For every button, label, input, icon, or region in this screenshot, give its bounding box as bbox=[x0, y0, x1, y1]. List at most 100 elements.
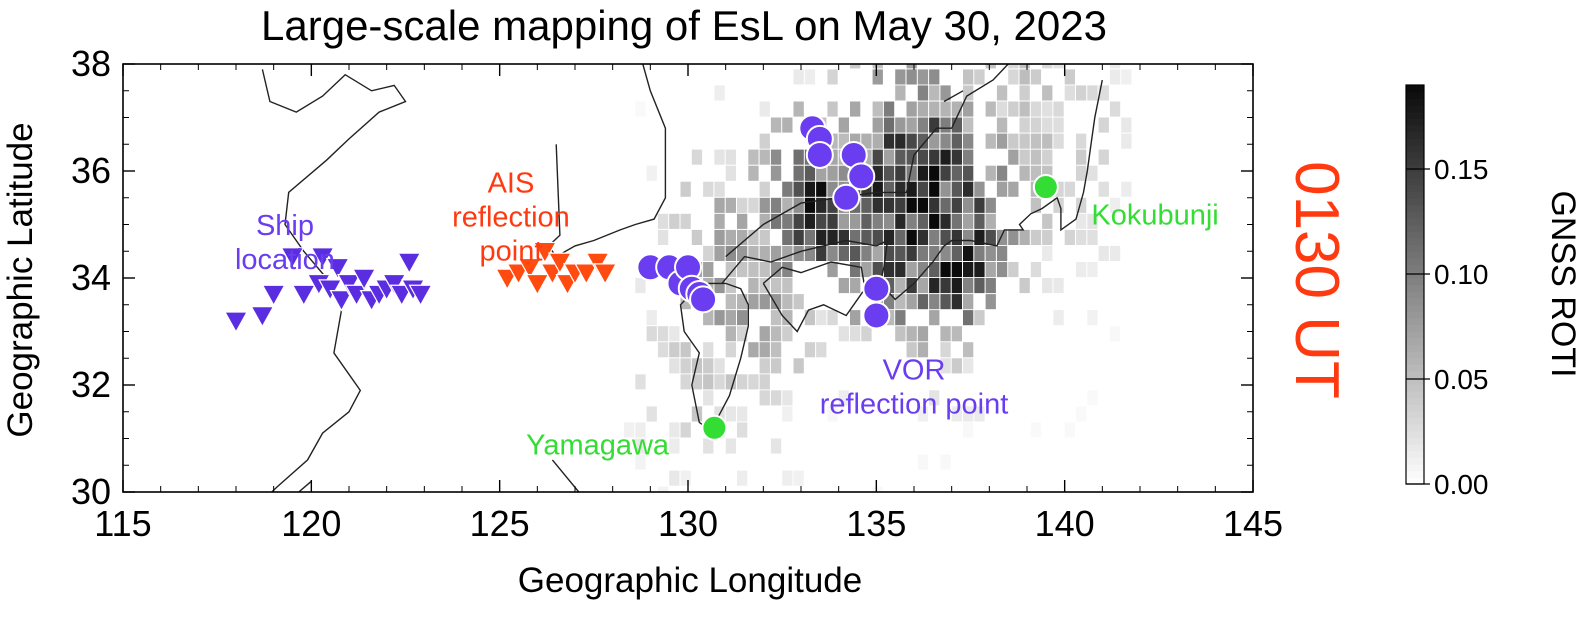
roti-cell bbox=[906, 101, 917, 117]
roti-cell bbox=[725, 149, 736, 165]
roti-cell bbox=[714, 229, 725, 245]
roti-cell bbox=[804, 342, 816, 358]
roti-cell bbox=[1030, 262, 1042, 278]
roti-cell bbox=[714, 85, 725, 101]
roti-cell bbox=[1076, 85, 1087, 101]
roti-cell bbox=[906, 229, 917, 245]
roti-cell bbox=[714, 213, 725, 229]
annotation-line: AIS bbox=[488, 167, 535, 199]
roti-cell bbox=[657, 342, 669, 358]
roti-cell bbox=[929, 245, 940, 261]
roti-cell bbox=[782, 245, 793, 261]
roti-cell bbox=[917, 69, 929, 85]
annotation-line: location bbox=[235, 244, 335, 276]
colorbar-segment bbox=[1406, 344, 1424, 352]
y-tick-label: 36 bbox=[71, 150, 111, 191]
roti-cell bbox=[669, 213, 680, 229]
roti-cell bbox=[906, 294, 917, 310]
roti-cell bbox=[1030, 117, 1042, 133]
roti-cell bbox=[895, 117, 906, 133]
coastline bbox=[672, 256, 749, 435]
roti-cell bbox=[680, 358, 691, 374]
roti-cell bbox=[974, 213, 985, 229]
roti-cell bbox=[816, 197, 827, 213]
roti-cell bbox=[635, 454, 646, 470]
roti-cell bbox=[883, 149, 895, 165]
roti-cell bbox=[917, 181, 929, 197]
roti-cell bbox=[917, 149, 929, 165]
x-tick-label: 145 bbox=[1223, 503, 1283, 544]
roti-cell bbox=[940, 213, 951, 229]
colorbar-segment bbox=[1406, 264, 1424, 272]
roti-cell bbox=[940, 117, 951, 133]
roti-cell bbox=[872, 133, 883, 149]
roti-cell bbox=[759, 358, 770, 374]
coastline bbox=[721, 79, 1103, 301]
roti-cell bbox=[917, 165, 929, 181]
roti-cell bbox=[872, 69, 883, 85]
roti-cell bbox=[669, 358, 680, 374]
roti-cell bbox=[872, 213, 883, 229]
ship-location-marker bbox=[280, 247, 305, 269]
colorbar-segment bbox=[1406, 144, 1424, 153]
roti-cell bbox=[827, 245, 838, 261]
roti-cell bbox=[951, 101, 962, 117]
roti-cell bbox=[917, 213, 929, 229]
colorbar-segment bbox=[1406, 417, 1424, 425]
colorbar-segment bbox=[1406, 390, 1424, 399]
roti-cell bbox=[861, 245, 872, 261]
roti-cell bbox=[1030, 149, 1042, 165]
roti-cell bbox=[737, 197, 748, 213]
roti-cell bbox=[872, 117, 883, 133]
roti-cell bbox=[1076, 406, 1087, 422]
roti-cell bbox=[748, 197, 759, 213]
coastline bbox=[261, 69, 407, 492]
roti-cell bbox=[770, 262, 782, 278]
roti-cell bbox=[827, 69, 838, 85]
roti-cell bbox=[725, 262, 736, 278]
roti-cell bbox=[996, 85, 1008, 101]
roti-cell bbox=[624, 422, 635, 438]
roti-cell bbox=[1076, 133, 1087, 149]
roti-cell bbox=[1042, 278, 1053, 294]
roti-cell bbox=[816, 181, 827, 197]
vor-reflection-marker bbox=[862, 301, 891, 330]
roti-cell bbox=[963, 422, 974, 438]
roti-cell bbox=[1076, 165, 1087, 181]
roti-cell bbox=[680, 374, 691, 390]
roti-cell bbox=[872, 262, 883, 278]
colorbar: 0.00 0.05 0.10 0.15 bbox=[1405, 84, 1489, 500]
roti-cell bbox=[1053, 117, 1064, 133]
roti-cell bbox=[850, 64, 861, 69]
colorbar-segment bbox=[1406, 370, 1424, 379]
roti-cell bbox=[861, 197, 872, 213]
roti-cell bbox=[895, 278, 906, 294]
roti-cell bbox=[963, 294, 974, 310]
colorbar-segment bbox=[1406, 244, 1424, 252]
roti-cell bbox=[895, 310, 906, 326]
roti-cell bbox=[838, 245, 849, 261]
colorbar-segment bbox=[1406, 297, 1424, 306]
colorbar-segment bbox=[1406, 304, 1424, 312]
roti-cell bbox=[1030, 422, 1042, 438]
roti-cell bbox=[793, 149, 804, 165]
roti-cell bbox=[996, 262, 1008, 278]
roti-cell bbox=[940, 133, 951, 149]
roti-cell bbox=[793, 69, 804, 85]
roti-cell bbox=[1042, 165, 1053, 181]
roti-cell bbox=[985, 101, 996, 117]
roti-cell bbox=[838, 278, 849, 294]
roti-cell bbox=[782, 213, 793, 229]
roti-cell bbox=[1019, 101, 1030, 117]
roti-cell bbox=[1087, 229, 1098, 245]
roti-cell bbox=[883, 294, 895, 310]
roti-cell bbox=[963, 165, 974, 181]
roti-cell bbox=[703, 181, 714, 197]
roti-cell bbox=[748, 374, 759, 390]
roti-cell bbox=[895, 165, 906, 181]
roti-cell bbox=[1019, 165, 1030, 181]
roti-cell bbox=[929, 117, 940, 133]
roti-cell bbox=[1042, 101, 1053, 117]
roti-cell bbox=[1019, 64, 1030, 69]
roti-cell bbox=[737, 374, 748, 390]
